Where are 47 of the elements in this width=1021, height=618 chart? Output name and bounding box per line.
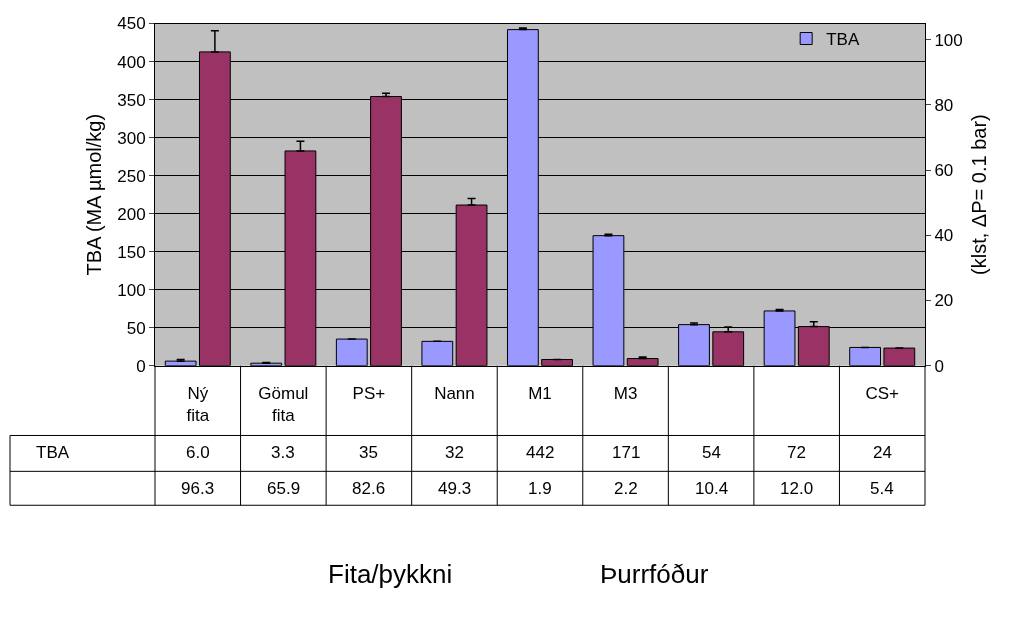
- y-tick-label: 300: [117, 128, 146, 148]
- y-tick-label: 450: [117, 14, 146, 34]
- x-tick-label: M3: [613, 384, 638, 404]
- x-tick-label: Ný fita: [186, 384, 210, 426]
- data-label: 2.2: [614, 479, 638, 498]
- data-label: 171: [612, 443, 641, 462]
- y2-tick-label: 0: [934, 356, 944, 376]
- text: Fita/þykkni: [328, 559, 453, 589]
- data-label: 24: [873, 443, 892, 462]
- data-label: 5.4: [870, 479, 894, 498]
- data-label: 32: [445, 443, 464, 462]
- data-label: 442: [526, 443, 555, 462]
- y-tick-label: 100: [117, 280, 146, 300]
- data-label: 10.4: [695, 479, 729, 498]
- data-label: 6.0: [186, 443, 210, 462]
- y-tick-label: 350: [117, 90, 146, 110]
- y-tick-label: 250: [117, 166, 146, 186]
- y-tick-label: 200: [117, 204, 146, 224]
- y2-tick-label: 80: [934, 95, 954, 115]
- data-label: 3.3: [271, 443, 295, 462]
- y2-tick-label: 40: [934, 226, 954, 246]
- data-label: 54: [702, 443, 721, 462]
- x-tick-label: Gömul fita: [258, 384, 309, 426]
- y-tick-label: 50: [126, 318, 146, 338]
- data-label: 72: [787, 443, 806, 462]
- x-tick-label: PS+: [352, 384, 386, 404]
- y2-tick-label: 100: [934, 30, 963, 50]
- data-label: 65.9: [267, 479, 301, 498]
- y-tick-label: 400: [117, 52, 146, 72]
- data-label: 82.6: [352, 479, 386, 498]
- data-label: 49.3: [438, 479, 472, 498]
- data-label: 35: [359, 443, 378, 462]
- text: Þurrfóður: [600, 559, 709, 589]
- x-tick-label: M1: [528, 384, 552, 404]
- data-label: 12.0: [780, 479, 814, 498]
- y-tick-label: 150: [117, 242, 146, 262]
- data-label: 96.3: [181, 479, 215, 498]
- y-tick-label: 0: [136, 356, 146, 376]
- y2-axis-title: (klst, ΔP= 0.1 bar): [968, 114, 991, 275]
- y2-tick-label: 60: [934, 161, 954, 181]
- y2-tick-label: 20: [934, 291, 954, 311]
- y-axis-title: TBA (MA µmol/kg): [82, 113, 105, 276]
- data-label: 1.9: [528, 479, 552, 498]
- legend-label: TBA: [826, 30, 860, 50]
- text: TBA: [36, 443, 70, 462]
- x-tick-label: Nann: [434, 384, 475, 404]
- x-tick-label: CS+: [865, 384, 900, 404]
